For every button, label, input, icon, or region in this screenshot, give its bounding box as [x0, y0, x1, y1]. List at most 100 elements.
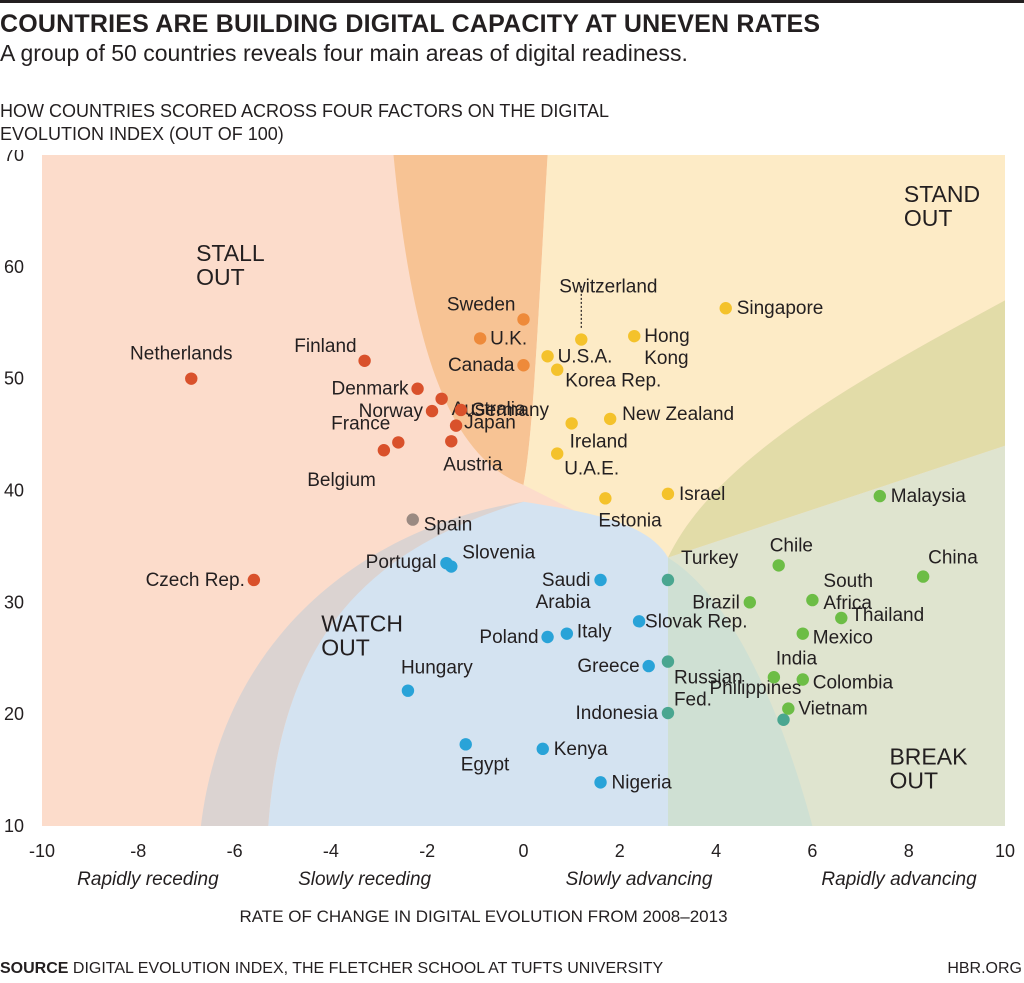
point-label: Poland — [479, 627, 538, 648]
point-label: Nigeria — [612, 772, 673, 793]
top-rule — [0, 0, 1024, 3]
point-finland — [358, 354, 371, 367]
y-tick-label: 70 — [4, 150, 24, 165]
point-denmark — [411, 382, 424, 395]
x-tick-label: -10 — [29, 841, 55, 861]
point-label: Germany — [471, 400, 550, 421]
point-brazil — [743, 596, 757, 609]
point-chile — [772, 559, 785, 572]
point-france — [392, 436, 405, 449]
point-label: Greece — [577, 656, 639, 677]
point-germany — [454, 403, 468, 417]
point-label: Philippines — [710, 678, 802, 699]
point-label: Brazil — [692, 592, 740, 613]
point-turkey — [661, 573, 675, 587]
point-label: Australia — [452, 399, 526, 420]
point-label: Hong Kong — [644, 326, 689, 369]
point-label: Slovak Rep. — [645, 611, 747, 632]
point-switzerland — [575, 333, 588, 346]
point-austria — [445, 435, 458, 448]
point-label: Norway — [359, 401, 424, 422]
y-tick-label: 10 — [4, 816, 24, 836]
point-label: Switzerland — [559, 277, 657, 298]
point-label: Netherlands — [130, 344, 232, 365]
point-label: Slovenia — [462, 543, 535, 564]
point-label: Japan — [464, 413, 516, 434]
x-tick-label: -8 — [130, 841, 146, 861]
page-subtitle: A group of 50 countries reveals four mai… — [0, 40, 688, 66]
point-label: New Zealand — [622, 404, 734, 425]
point-label: China — [928, 548, 978, 569]
point-canada — [517, 359, 530, 372]
point-colombia — [796, 673, 809, 686]
point-label: Czech Rep. — [146, 570, 245, 591]
point-label: Canada — [448, 355, 515, 376]
zone-transition-orange — [393, 155, 548, 485]
zone-label: BREAK OUT — [889, 743, 968, 793]
x-descriptor: Rapidly advancing — [821, 869, 977, 890]
point-kenya — [536, 742, 549, 756]
point-label: Singapore — [737, 298, 824, 319]
point-ireland — [565, 417, 578, 430]
point-china — [916, 570, 930, 583]
point-label: Hungary — [401, 658, 473, 679]
point-thailand — [835, 611, 848, 625]
point-czech-rep — [247, 573, 261, 587]
point-label: Korea Rep. — [565, 371, 661, 392]
point-label: Belgium — [307, 470, 376, 491]
point-israel — [661, 487, 675, 501]
point-australia — [435, 392, 448, 405]
source-text: DIGITAL EVOLUTION INDEX, THE FLETCHER SC… — [72, 960, 664, 977]
point-estonia — [599, 492, 612, 505]
point-label: Colombia — [813, 672, 894, 693]
x-tick-label: 0 — [518, 841, 528, 861]
point-label: Finland — [294, 336, 356, 357]
point-label: Saudi Arabia — [536, 570, 591, 613]
point-russian-fed — [661, 655, 675, 668]
x-tick-label: 2 — [615, 841, 625, 861]
credit: HBR.ORG — [947, 960, 1022, 977]
point-label: Russian Fed. — [674, 668, 743, 711]
chart-title: HOW COUNTRIES SCORED ACROSS FOUR FACTORS… — [0, 101, 609, 144]
zone-watch-out — [268, 501, 668, 826]
point-label: Vietnam — [798, 699, 867, 720]
point-u-a-e — [551, 447, 564, 460]
source-label: SOURCE — [0, 960, 69, 977]
point-label: Indonesia — [576, 703, 659, 724]
source-note: SOURCE DIGITAL EVOLUTION INDEX, THE FLET… — [0, 960, 663, 978]
point-label: U.S.A. — [558, 346, 613, 367]
y-tick-label: 20 — [4, 704, 24, 724]
point-label: U.A.E. — [564, 459, 619, 480]
point-italy — [560, 627, 574, 640]
point-label: Portugal — [366, 552, 437, 573]
point-label: U.K. — [490, 328, 527, 349]
point-slovenia — [445, 560, 458, 573]
point-malaysia — [873, 489, 887, 503]
point-slovak-rep — [632, 615, 646, 628]
point-label: Spain — [424, 515, 473, 536]
point-hong-kong — [628, 329, 641, 343]
x-tick-label: 4 — [711, 841, 721, 861]
point-sweden — [517, 313, 530, 326]
x-tick-label: 6 — [807, 841, 817, 861]
y-tick-label: 50 — [4, 369, 24, 389]
x-axis-label: RATE OF CHANGE IN DIGITAL EVOLUTION FROM… — [239, 907, 727, 926]
zone-label: STAND OUT — [904, 181, 980, 231]
point-label: Turkey — [681, 548, 739, 569]
point-nigeria — [594, 776, 607, 789]
point-label: Thailand — [851, 605, 924, 626]
point-label: France — [331, 413, 390, 434]
point-label: Italy — [577, 622, 612, 643]
point-korea-rep — [551, 363, 564, 376]
point-label: Austria — [443, 454, 503, 475]
point-label: Denmark — [331, 379, 409, 400]
point-label: Chile — [770, 535, 813, 556]
point-label: South Africa — [823, 571, 873, 614]
x-descriptor: Slowly receding — [298, 869, 431, 890]
point-singapore — [719, 302, 732, 315]
zone-transition-olive — [668, 300, 1005, 558]
y-tick-label: 60 — [4, 257, 24, 277]
zone-transition-grey — [200, 501, 524, 826]
zone-label: STALL OUT — [196, 240, 265, 290]
